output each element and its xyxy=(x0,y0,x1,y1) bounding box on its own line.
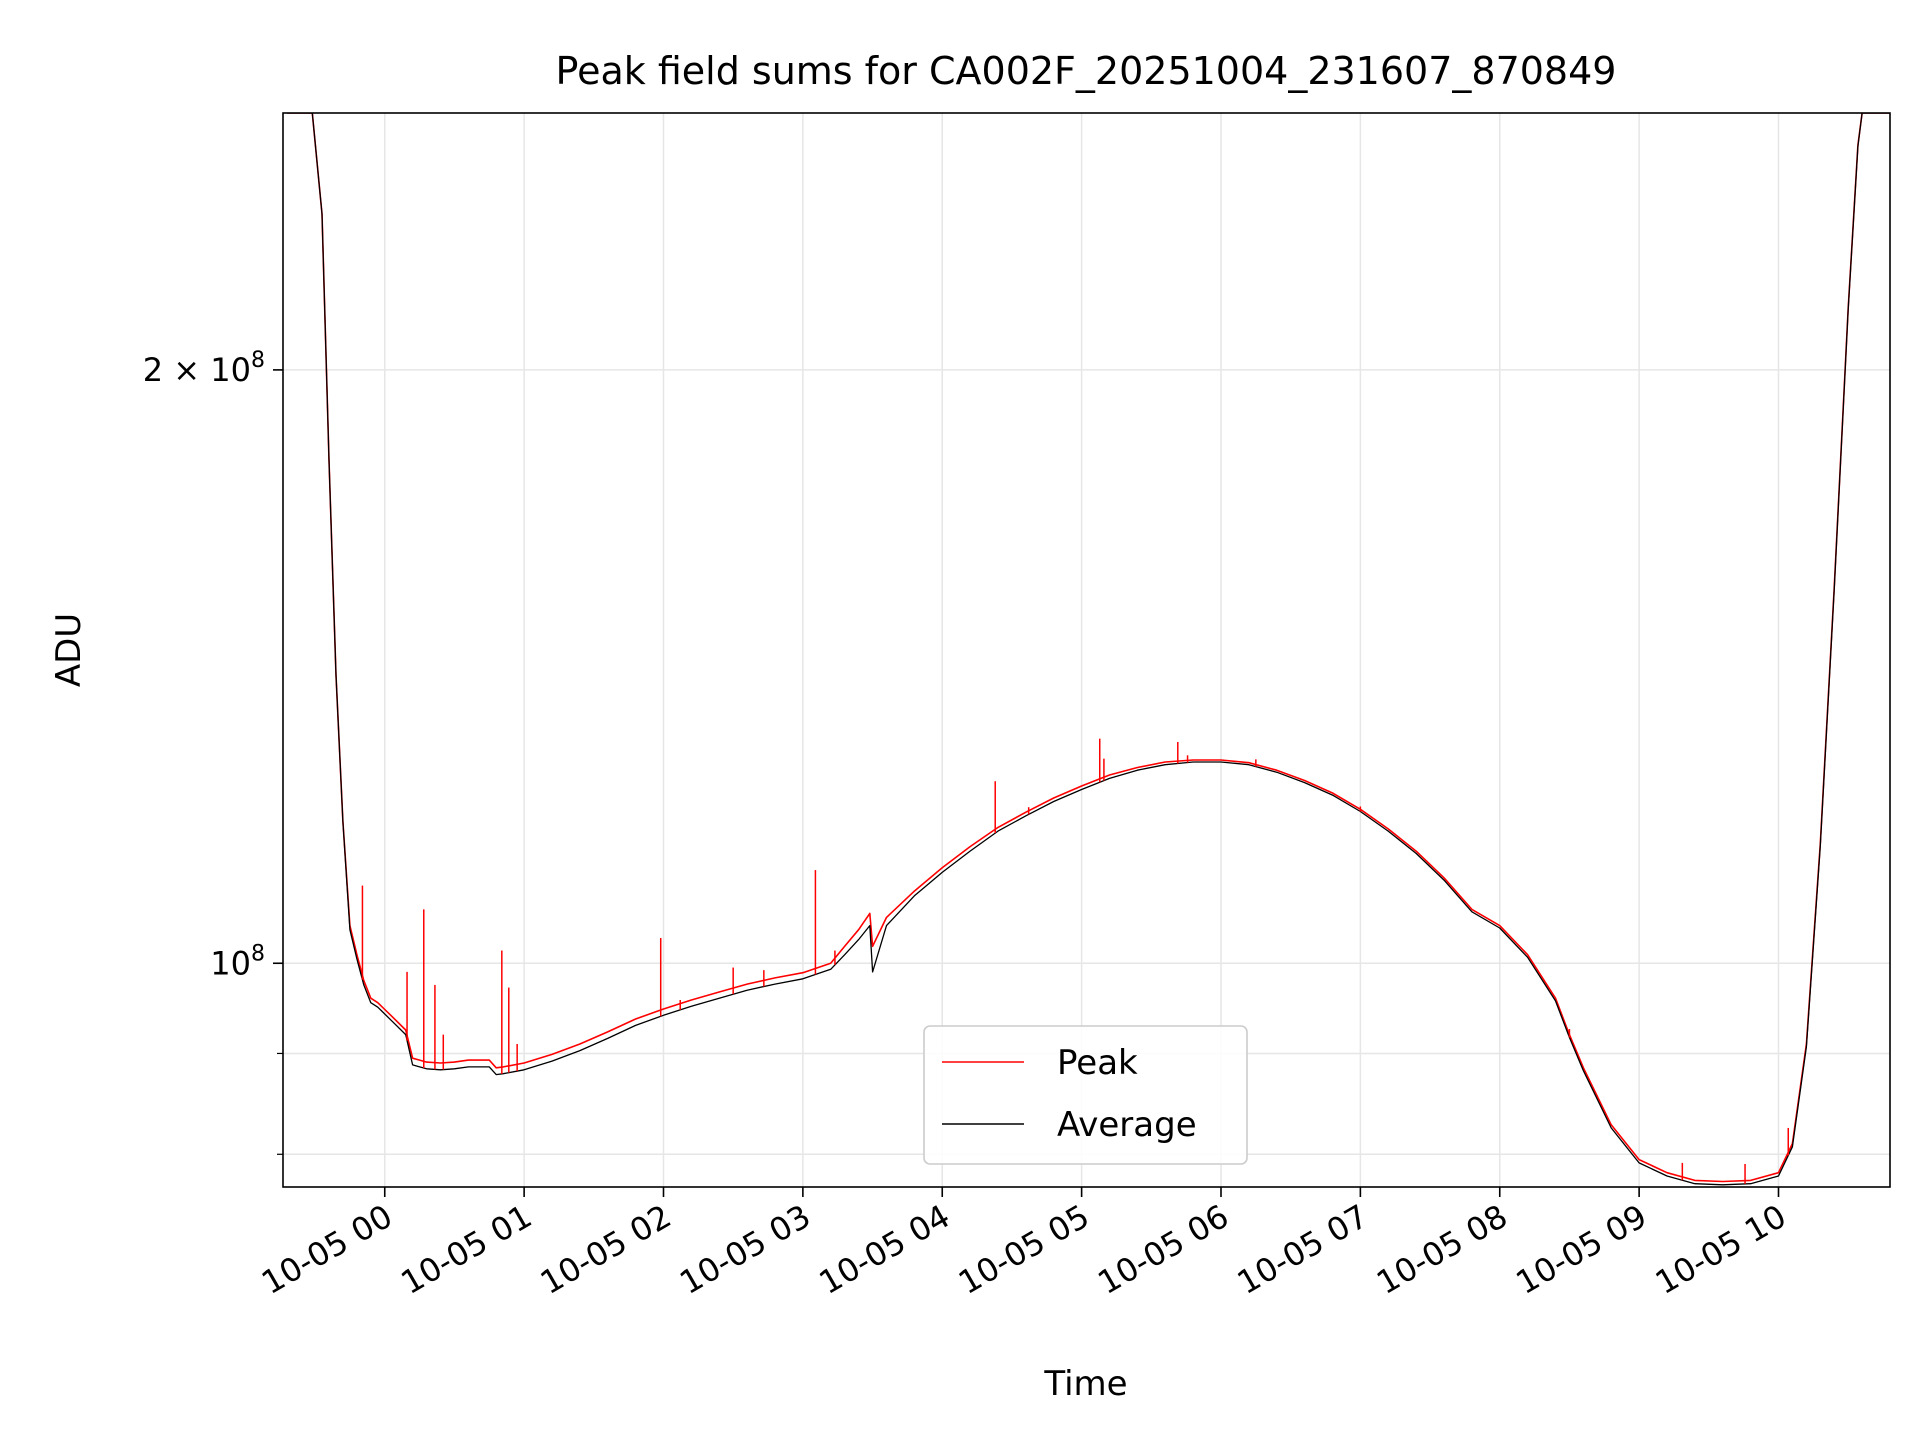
series-group xyxy=(287,113,1890,1186)
legend-label-average: Average xyxy=(1057,1105,1197,1145)
legend-box xyxy=(923,1025,1248,1165)
peak-spikes xyxy=(361,738,1790,1184)
chart-title: Peak field sums for CA002F_20251004_2316… xyxy=(556,49,1617,93)
y-axis-label: ADU xyxy=(49,613,89,687)
legend-label-peak: Peak xyxy=(1057,1043,1138,1083)
series-line-peak xyxy=(287,113,1890,1183)
y-axis: 108 2 × 108 xyxy=(143,348,283,1155)
y-tick-label-0: 108 xyxy=(210,941,265,982)
y-tick-label-1: 2 × 108 xyxy=(143,348,265,389)
plot-frame xyxy=(282,112,1891,1188)
series-line-average xyxy=(287,113,1890,1186)
legend: Peak Average xyxy=(923,1025,1248,1165)
x-axis-label: Time xyxy=(1043,1364,1127,1404)
